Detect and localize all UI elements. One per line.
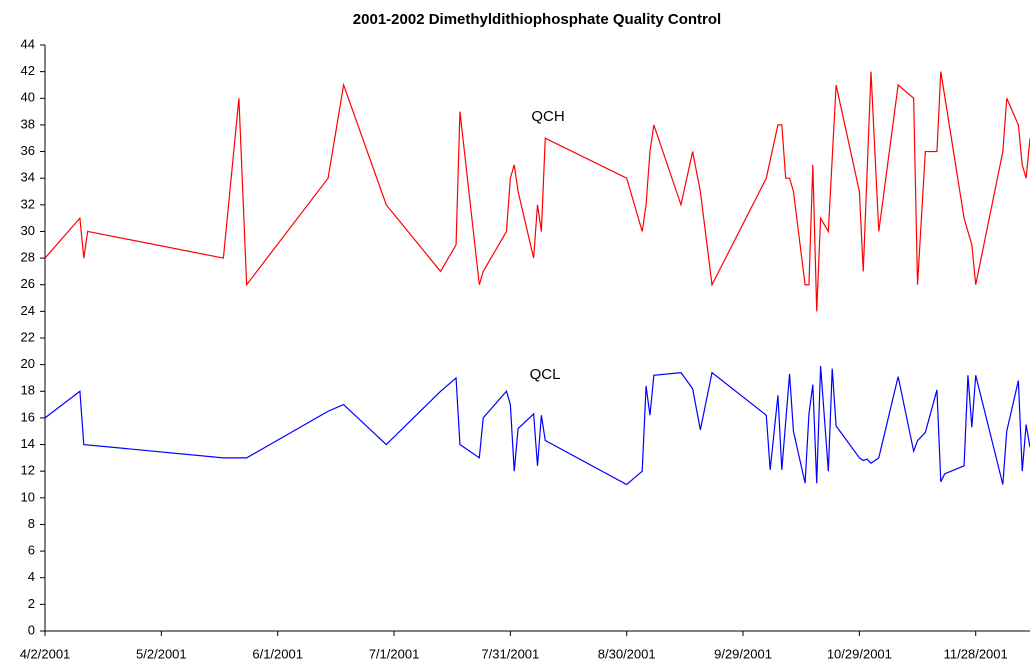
- y-tick-label: 34: [21, 170, 35, 185]
- y-tick-label: 44: [21, 36, 35, 51]
- y-tick-label: 38: [21, 116, 35, 131]
- x-tick-label: 4/2/2001: [20, 646, 71, 661]
- y-tick-label: 22: [21, 329, 35, 344]
- y-tick-label: 42: [21, 63, 35, 78]
- y-tick-label: 36: [21, 143, 35, 158]
- y-tick-label: 40: [21, 90, 35, 105]
- x-tick-label: 9/29/2001: [714, 646, 772, 661]
- series-line: [44, 71, 1030, 312]
- y-tick-label: 0: [28, 622, 35, 637]
- y-tick-label: 2: [28, 596, 35, 611]
- x-tick-label: 7/1/2001: [369, 646, 420, 661]
- x-tick-label: 6/1/2001: [252, 646, 303, 661]
- y-tick-label: 6: [28, 543, 35, 558]
- chart-title: 2001-2002 Dimethyldithiophosphate Qualit…: [353, 11, 721, 28]
- series-line: [44, 365, 1030, 486]
- y-tick-label: 10: [21, 489, 35, 504]
- y-tick-label: 16: [21, 409, 35, 424]
- y-tick-label: 24: [21, 303, 35, 318]
- y-tick-label: 4: [28, 569, 35, 584]
- y-tick-label: 14: [21, 436, 35, 451]
- y-tick-label: 12: [21, 463, 35, 478]
- y-tick-label: 28: [21, 250, 35, 265]
- x-tick-label: 7/31/2001: [481, 646, 539, 661]
- x-tick-label: 5/2/2001: [136, 646, 187, 661]
- y-tick-label: 20: [21, 356, 35, 371]
- y-tick-label: 32: [21, 196, 35, 211]
- y-tick-label: 26: [21, 276, 35, 291]
- y-tick-label: 8: [28, 516, 35, 531]
- annotation: QCL: [530, 366, 561, 383]
- x-tick-label: 11/28/2001: [944, 646, 1008, 661]
- annotation: QCH: [531, 108, 564, 125]
- y-tick-label: 18: [21, 383, 35, 398]
- y-tick-label: 30: [21, 223, 35, 238]
- x-tick-label: 8/30/2001: [598, 646, 656, 661]
- x-tick-label: 10/29/2001: [827, 646, 892, 661]
